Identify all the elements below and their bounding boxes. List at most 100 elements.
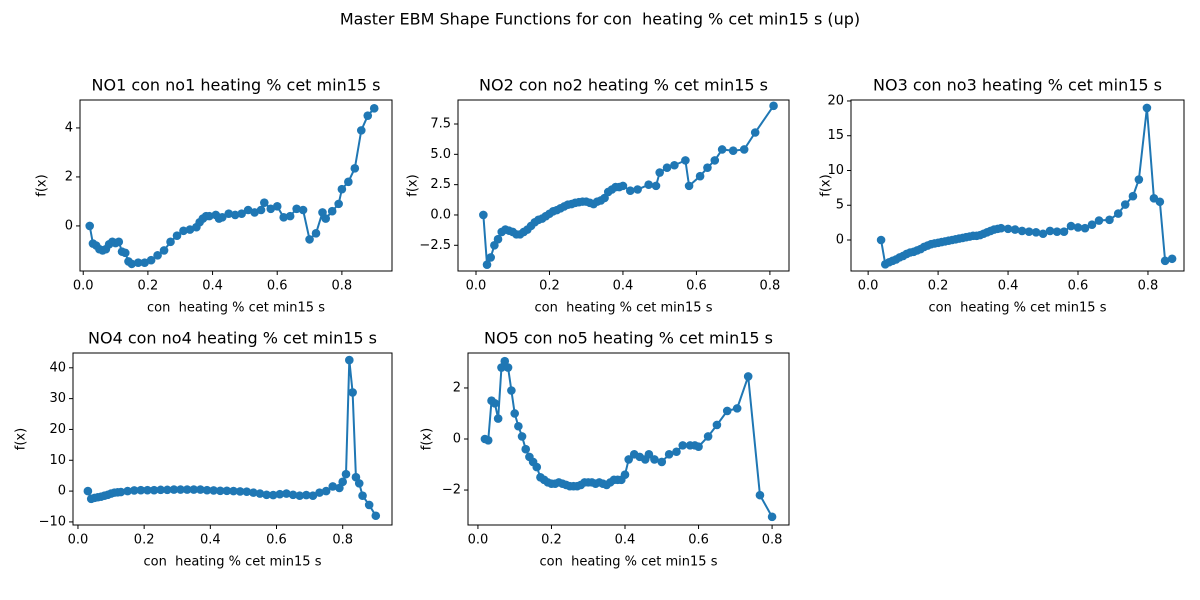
- y-tick-label: 30: [49, 391, 66, 406]
- plot-area: [457, 99, 790, 272]
- point-marker: [85, 221, 94, 231]
- series-line: [484, 358, 773, 518]
- point-marker: [364, 500, 374, 510]
- point-marker: [703, 432, 713, 441]
- point-marker: [341, 469, 351, 479]
- point-marker: [305, 235, 314, 244]
- point-marker: [327, 206, 337, 216]
- point-marker: [510, 409, 519, 418]
- point-marker: [83, 486, 93, 496]
- point-marker: [712, 420, 722, 430]
- point-marker: [127, 259, 137, 269]
- x-tick-label: 0.8: [760, 279, 781, 294]
- point-marker: [222, 486, 232, 496]
- point-marker: [514, 421, 523, 431]
- point-marker: [369, 104, 379, 113]
- point-marker: [338, 477, 347, 487]
- x-tick-label: 0.4: [200, 533, 221, 548]
- point-marker: [149, 485, 159, 495]
- point-marker: [209, 486, 218, 495]
- point-marker: [272, 202, 282, 211]
- y-axis-label: f(x): [14, 428, 29, 450]
- point-marker: [769, 101, 778, 111]
- point-marker: [732, 404, 742, 413]
- y-axis-label: f(x): [819, 174, 834, 196]
- point-marker: [179, 226, 188, 236]
- point-marker: [644, 450, 654, 459]
- x-tick-label: 0.0: [73, 279, 94, 294]
- x-tick-label: 0.6: [266, 533, 287, 548]
- plot-area: [467, 352, 790, 526]
- point-marker: [334, 199, 343, 209]
- point-marker: [532, 462, 542, 472]
- point-marker: [1010, 225, 1020, 234]
- point-marker: [497, 363, 506, 372]
- point-marker: [356, 126, 366, 135]
- point-marker: [354, 479, 364, 488]
- y-tick-label: 10: [827, 163, 844, 178]
- point-marker: [350, 164, 360, 173]
- point-marker: [255, 489, 265, 498]
- point-marker: [301, 490, 311, 500]
- point-marker: [650, 455, 659, 464]
- point-marker: [344, 177, 353, 187]
- point-marker: [156, 485, 165, 495]
- point-marker: [348, 388, 357, 397]
- point-marker: [259, 198, 269, 207]
- point-marker: [189, 485, 199, 494]
- point-marker: [1003, 224, 1013, 234]
- point-marker: [1017, 226, 1027, 236]
- y-axis-label: f(x): [420, 428, 435, 450]
- x-tick-label: 0.2: [539, 279, 560, 294]
- y-tick-label: 2: [65, 169, 73, 184]
- point-marker: [755, 490, 765, 500]
- point-marker: [229, 486, 238, 496]
- point-marker: [1167, 254, 1177, 264]
- point-marker: [1073, 223, 1083, 232]
- point-marker: [363, 111, 373, 120]
- y-tick-label: 0: [65, 218, 73, 233]
- series-line: [88, 107, 375, 265]
- point-marker: [196, 485, 205, 494]
- x-tick-label: 0.6: [267, 279, 288, 294]
- point-marker: [694, 442, 703, 451]
- point-marker: [288, 490, 298, 500]
- point-marker: [633, 185, 642, 194]
- point-marker: [739, 145, 749, 154]
- point-marker: [345, 355, 354, 365]
- point-marker: [521, 444, 531, 454]
- point-marker: [230, 210, 240, 220]
- point-marker: [237, 209, 246, 218]
- point-marker: [620, 470, 630, 480]
- y-tick-label: 15: [827, 128, 844, 143]
- y-axis-label: f(x): [35, 174, 50, 196]
- x-tick-label: 0.4: [613, 279, 634, 294]
- point-marker: [250, 208, 259, 217]
- point-marker: [664, 450, 674, 459]
- y-tick-label: 40: [49, 360, 66, 375]
- y-tick-label: 0: [836, 232, 844, 247]
- point-marker: [176, 485, 185, 494]
- point-marker: [1038, 229, 1048, 239]
- point-marker: [328, 482, 338, 491]
- point-marker: [743, 372, 753, 381]
- point-marker: [146, 255, 156, 265]
- point-marker: [996, 223, 1006, 233]
- point-marker: [728, 146, 738, 155]
- point-marker: [114, 237, 124, 247]
- x-tick-label: 0.2: [541, 533, 562, 548]
- point-marker: [243, 205, 253, 215]
- point-marker: [166, 237, 175, 247]
- point-marker: [672, 447, 681, 457]
- point-marker: [266, 204, 276, 214]
- point-marker: [500, 356, 510, 366]
- y-tick-label: −2.5: [419, 238, 451, 253]
- y-tick-label: 20: [827, 93, 844, 108]
- x-tick-label: 0.8: [332, 279, 353, 294]
- y-tick-label: −10: [39, 514, 66, 529]
- point-marker: [722, 406, 732, 416]
- x-axis-label: con heating % cet min15 s: [147, 301, 325, 316]
- x-axis-label: con heating % cet min15 s: [144, 555, 322, 570]
- point-marker: [140, 258, 149, 267]
- x-tick-label: 0.4: [615, 533, 636, 548]
